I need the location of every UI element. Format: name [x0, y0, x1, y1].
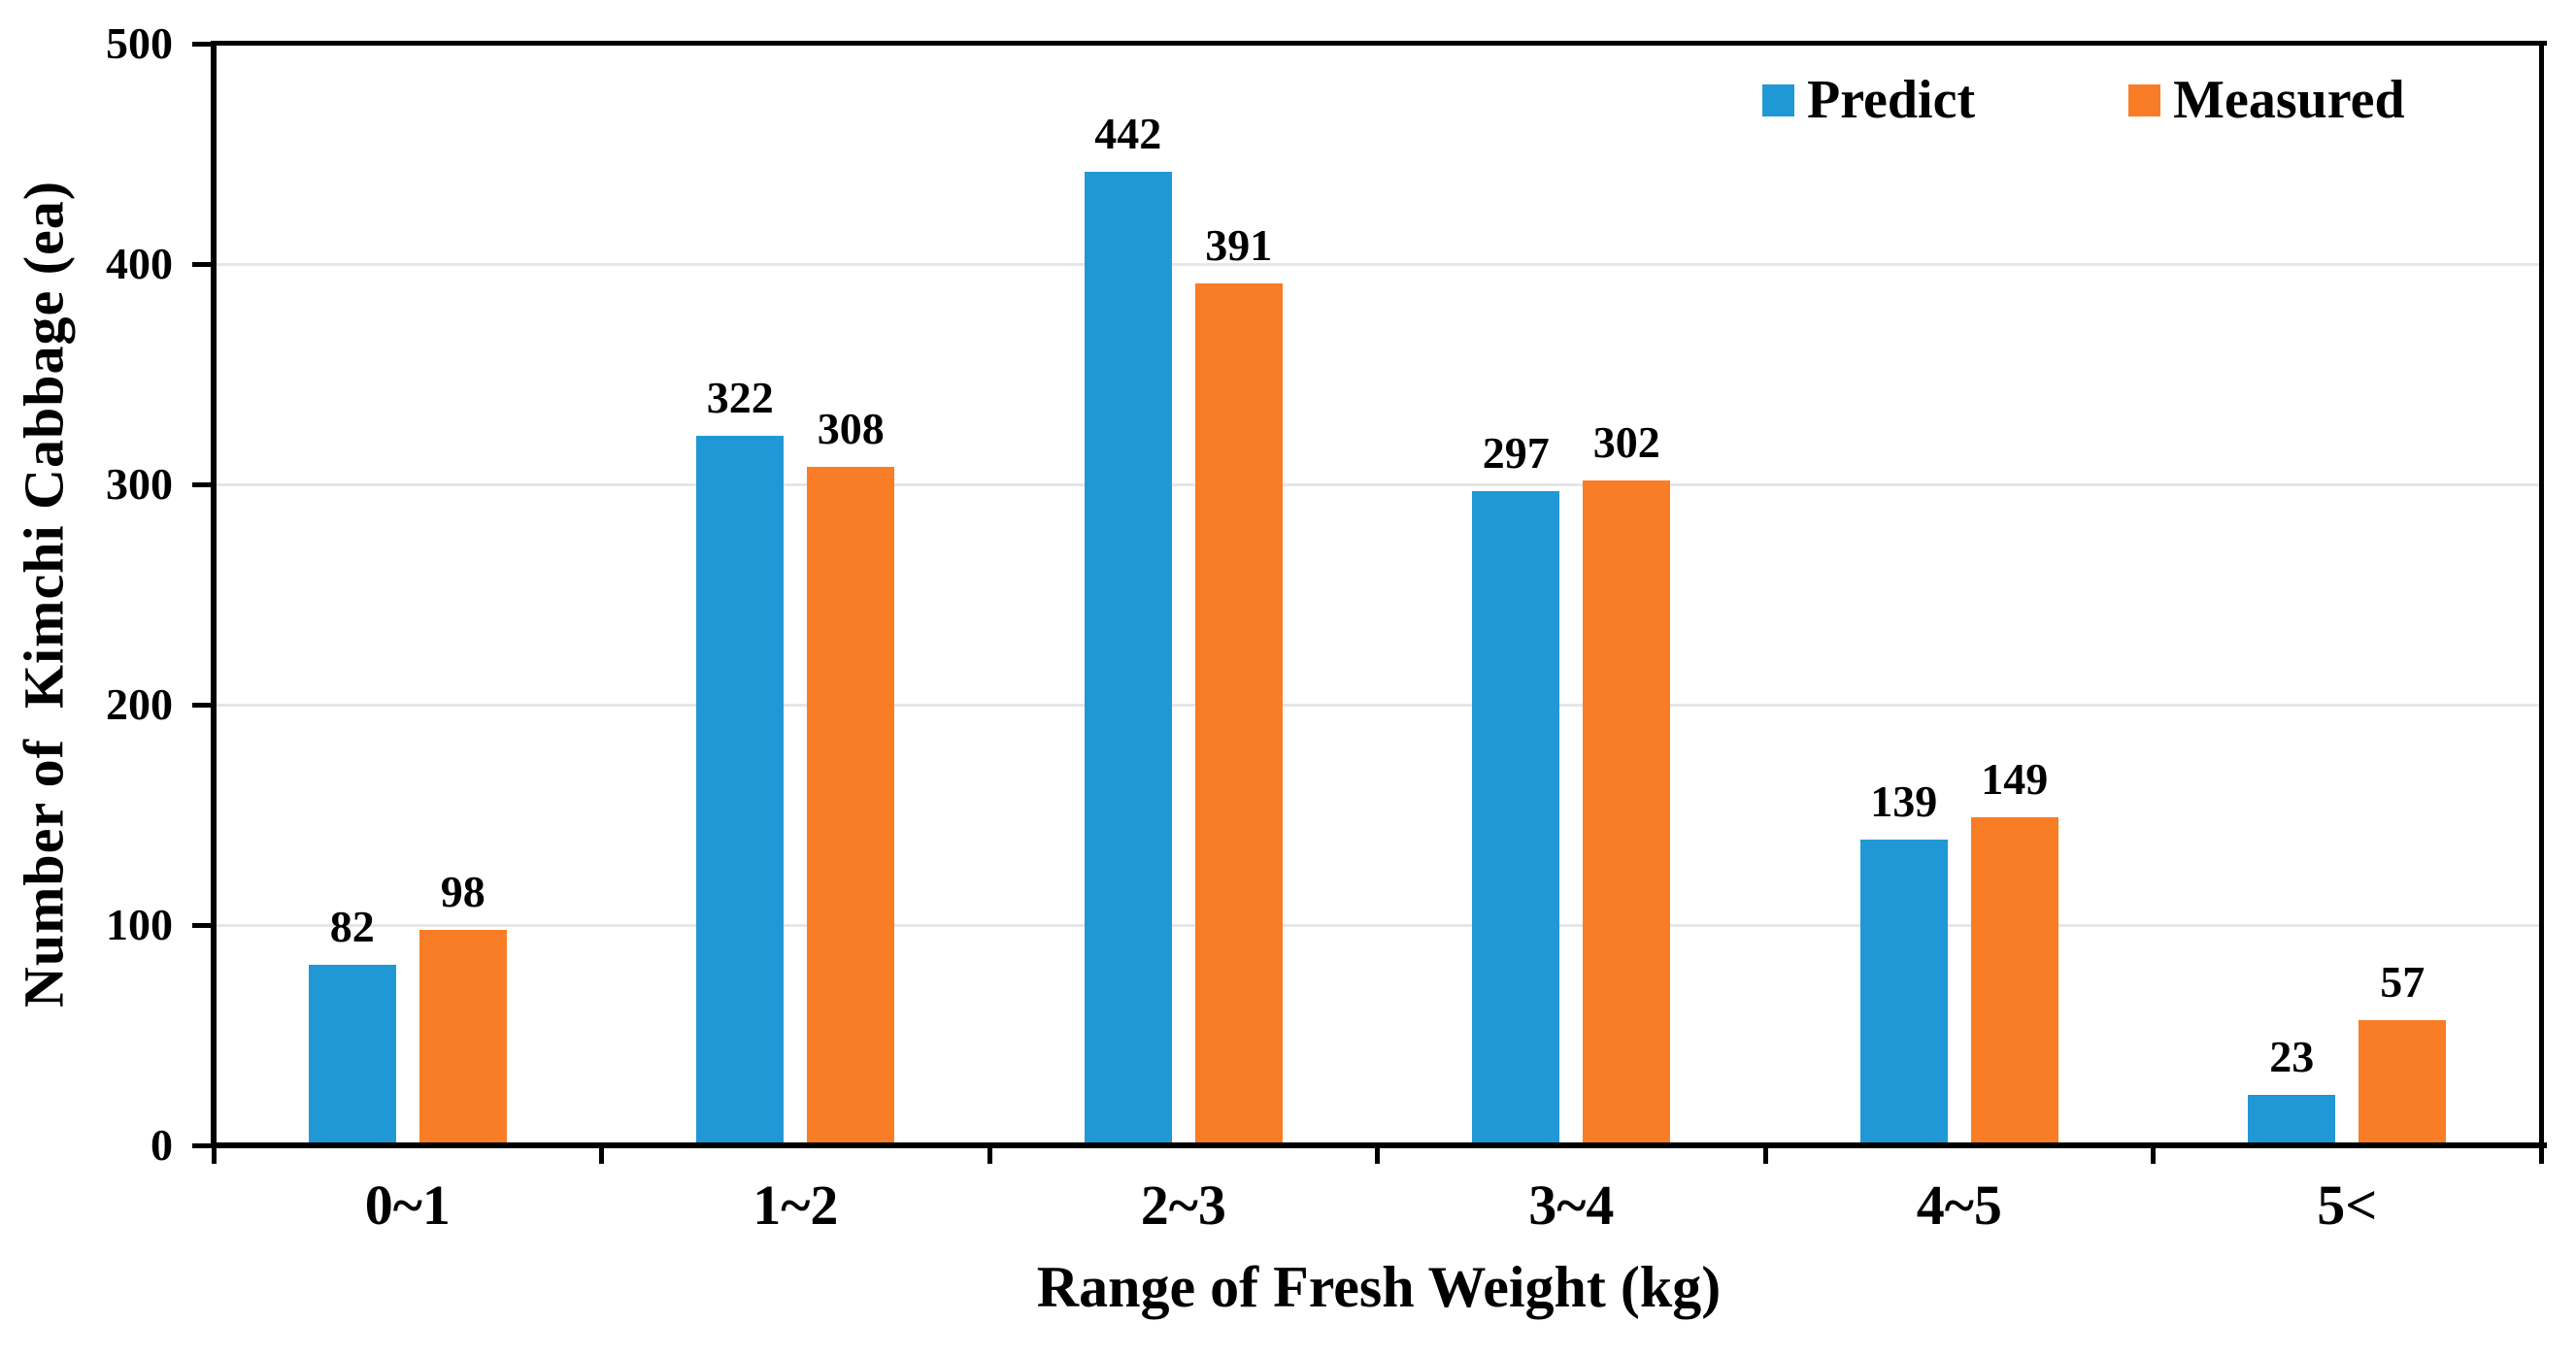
- y-axis-line: [211, 41, 217, 1148]
- gridline: [214, 262, 2541, 266]
- y-tick: [192, 261, 214, 267]
- y-tick: [192, 702, 214, 708]
- x-tick: [2151, 1148, 2156, 1164]
- x-tick-label: 3~4: [1528, 1173, 1615, 1237]
- bar-value-label: 82: [329, 901, 375, 951]
- gridline: [214, 703, 2541, 707]
- y-tick: [192, 1142, 214, 1148]
- x-tick-label: 5<: [2317, 1173, 2378, 1237]
- bar-measured-0~1: [418, 929, 507, 1145]
- x-axis-line: [211, 1142, 2547, 1148]
- bar-predict-1~2: [696, 436, 785, 1145]
- y-tick-label: 500: [106, 18, 173, 68]
- x-tick: [987, 1148, 992, 1164]
- plot-border-top: [211, 41, 2547, 46]
- bar-measured-2~3: [1194, 283, 1283, 1145]
- legend-item-measured: Measured: [2128, 73, 2405, 127]
- legend: Predict Measured: [1762, 73, 2405, 127]
- bar-value-label: 297: [1482, 427, 1550, 478]
- gridline: [214, 923, 2541, 927]
- x-tick-label: 2~3: [1140, 1173, 1226, 1237]
- bar-value-label: 391: [1205, 220, 1273, 271]
- gridline: [214, 482, 2541, 486]
- y-tick: [192, 922, 214, 928]
- bar-value-label: 149: [1981, 753, 2049, 804]
- plot-border-right: [2539, 41, 2544, 1148]
- x-tick-label: 4~5: [1916, 1173, 2002, 1237]
- bar-predict-4~5: [1859, 839, 1948, 1145]
- legend-swatch-icon: [1762, 83, 1794, 116]
- x-tick-label: 0~1: [364, 1173, 451, 1237]
- y-axis-title: Number of Kimchi Cabbage (ea): [12, 180, 76, 1008]
- y-tick: [192, 41, 214, 47]
- x-tick: [211, 1148, 217, 1164]
- bar-value-label: 57: [2380, 956, 2425, 1007]
- x-tick: [599, 1148, 604, 1164]
- x-tick-label: 1~2: [753, 1173, 839, 1237]
- bar-predict-3~4: [1472, 490, 1560, 1145]
- y-tick-label: 300: [106, 459, 173, 509]
- bar-measured-3~4: [1583, 479, 1671, 1145]
- y-tick-label: 0: [151, 1120, 173, 1170]
- bar-measured-1~2: [807, 466, 895, 1145]
- bar-value-label: 98: [440, 866, 485, 916]
- bar-measured-4~5: [1970, 816, 2058, 1145]
- x-tick: [1762, 1148, 1768, 1164]
- legend-label: Predict: [1807, 70, 1976, 130]
- bar-value-label: 23: [2269, 1031, 2315, 1081]
- bar-value-label: 322: [706, 373, 774, 423]
- bar-value-label: 308: [817, 403, 885, 453]
- legend-item-predict: Predict: [1762, 73, 1975, 127]
- legend-label: Measured: [2173, 70, 2405, 130]
- y-tick-label: 100: [106, 900, 173, 949]
- legend-swatch-icon: [2128, 83, 2161, 116]
- y-tick: [192, 481, 214, 487]
- bar-predict-2~3: [1084, 171, 1172, 1145]
- x-axis-title: Range of Fresh Weight (kg): [1036, 1255, 1722, 1319]
- bar-predict-5<: [2248, 1094, 2336, 1145]
- bar-value-label: 442: [1094, 108, 1162, 158]
- x-tick: [2538, 1148, 2544, 1164]
- bar-measured-5<: [2359, 1019, 2447, 1145]
- bar-value-label: 302: [1592, 416, 1660, 467]
- y-tick-label: 200: [106, 679, 173, 729]
- bar-predict-0~1: [308, 964, 396, 1145]
- y-tick-label: 400: [106, 239, 173, 288]
- x-tick: [1375, 1148, 1380, 1164]
- bar-value-label: 139: [1870, 776, 1938, 826]
